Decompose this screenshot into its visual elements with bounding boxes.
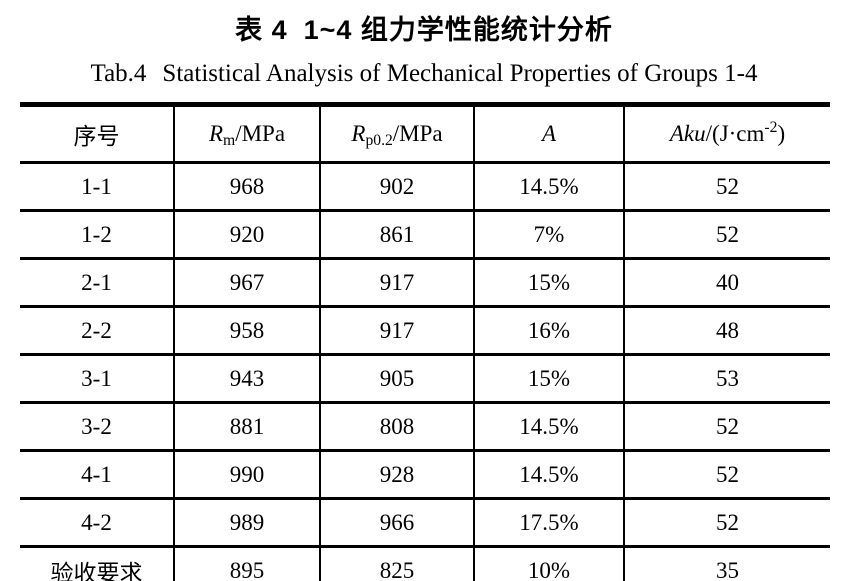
table-row: 4-2 989 966 17.5% 52 (20, 497, 830, 548)
row-label-cell: 1-1 (20, 161, 175, 212)
table-cell: 52 (623, 449, 830, 500)
row-label-cell: 3-2 (20, 401, 175, 452)
col-header-rm: Rm/MPa (173, 103, 321, 164)
table-row: 验收要求 895 825 10% 35 (20, 545, 830, 581)
row-label-cell: 2-1 (20, 257, 175, 308)
col-header-aku: Aku/(J·cm-2) (623, 103, 830, 164)
table-header-row: 序号 Rm/MPa Rp0.2/MPa A Aku/(J·cm-2) (20, 103, 830, 164)
col-header-aku-superscript: -2 (764, 119, 778, 137)
col-header-rm-unit: /MPa (235, 121, 286, 146)
row-label-cell: 4-2 (20, 497, 175, 548)
col-header-aku-unit-post: ) (777, 121, 786, 146)
table-cell: 881 (173, 401, 321, 452)
table-row: 2-2 958 917 16% 48 (20, 305, 830, 356)
table-cell: 958 (173, 305, 321, 356)
table-caption-en-text: Statistical Analysis of Mechanical Prope… (162, 60, 758, 87)
table-cell: 895 (173, 545, 321, 581)
row-label-cell: 1-2 (20, 209, 175, 260)
table-row: 1-1 968 902 14.5% 52 (20, 161, 830, 212)
table-cell: 52 (623, 401, 830, 452)
table-cell: 52 (623, 209, 830, 260)
table-cell: 48 (623, 305, 830, 356)
table-cell: 967 (173, 257, 321, 308)
table-cell: 52 (623, 497, 830, 548)
table-cell: 902 (319, 161, 475, 212)
table-cell: 53 (623, 353, 830, 404)
table-caption-en: Tab.4 Statistical Analysis of Mechanical … (0, 60, 848, 88)
table-row: 2-1 967 917 15% 40 (20, 257, 830, 308)
table-cell: 928 (319, 449, 475, 500)
table-caption-zh: 表 4 1~4 组力学性能统计分析 (0, 0, 848, 47)
col-header-rp02-symbol: R (351, 121, 366, 146)
col-header-rm-subscript: m (223, 132, 236, 150)
table-cell: 861 (319, 209, 475, 260)
table-cell: 917 (319, 257, 475, 308)
table-cell: 52 (623, 161, 830, 212)
table-cell: 10% (473, 545, 625, 581)
table-row: 3-1 943 905 15% 53 (20, 353, 830, 404)
table-cell: 16% (473, 305, 625, 356)
table-cell: 966 (319, 497, 475, 548)
row-label-cell: 3-1 (20, 353, 175, 404)
table-cell: 990 (173, 449, 321, 500)
col-header-rm-symbol: R (208, 121, 224, 146)
col-header-aku-unit-pre: /(J·cm (705, 121, 765, 146)
table-cell: 943 (173, 353, 321, 404)
table-caption-zh-text: 1~4 组力学性能统计分析 (303, 15, 613, 45)
table-row: 1-2 920 861 7% 52 (20, 209, 830, 260)
table-cell: 989 (173, 497, 321, 548)
table-row: 4-1 990 928 14.5% 52 (20, 449, 830, 500)
table-cell: 40 (623, 257, 830, 308)
table-cell: 15% (473, 353, 625, 404)
table-cell: 14.5% (473, 401, 625, 452)
table-row: 3-2 881 808 14.5% 52 (20, 401, 830, 452)
table-caption-en-label: Tab.4 (90, 60, 147, 87)
row-label-cell: 验收要求 (20, 545, 175, 581)
row-label-cell: 4-1 (20, 449, 175, 500)
table-cell: 917 (319, 305, 475, 356)
table-cell: 808 (319, 401, 475, 452)
mechanical-properties-table: 序号 Rm/MPa Rp0.2/MPa A Aku/(J·cm-2) 1-1 9… (20, 102, 830, 581)
table-cell: 905 (319, 353, 475, 404)
row-label-cell: 2-2 (20, 305, 175, 356)
table-cell: 17.5% (473, 497, 625, 548)
table-cell: 15% (473, 257, 625, 308)
col-header-id-label: 序号 (73, 124, 120, 149)
col-header-rp02: Rp0.2/MPa (319, 103, 475, 164)
table-cell: 7% (473, 209, 625, 260)
table-cell: 968 (173, 161, 321, 212)
col-header-rp02-subscript: p0.2 (365, 132, 393, 150)
table-cell: 920 (173, 209, 321, 260)
table-caption-zh-label: 表 4 (235, 15, 288, 45)
col-header-aku-symbol: Aku (669, 121, 706, 146)
table-cell: 825 (319, 545, 475, 581)
table-cell: 14.5% (473, 161, 625, 212)
table-cell: 35 (623, 545, 830, 581)
col-header-a: A (473, 103, 625, 164)
col-header-rp02-unit: /MPa (392, 121, 443, 146)
col-header-id: 序号 (20, 103, 175, 164)
col-header-a-symbol: A (541, 121, 557, 146)
table-cell: 14.5% (473, 449, 625, 500)
